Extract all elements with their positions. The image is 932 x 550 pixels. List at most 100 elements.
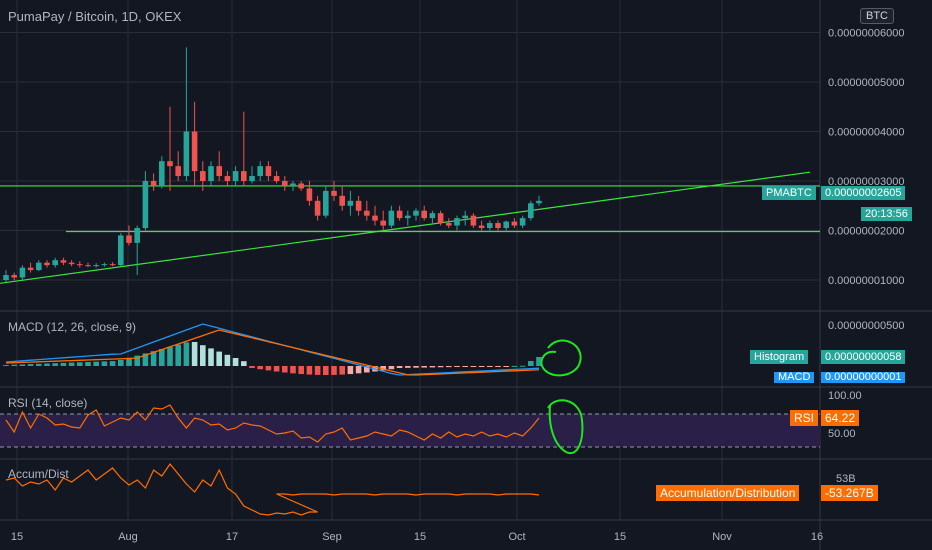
macd-histogram-bar bbox=[241, 361, 247, 366]
price-axis-label: 0.00000002000 bbox=[828, 226, 904, 238]
time-axis-label: 17 bbox=[226, 531, 238, 543]
macd-histogram-bar bbox=[380, 366, 386, 371]
candle-body bbox=[19, 267, 26, 278]
macd-histogram-bar bbox=[355, 366, 362, 374]
macd-histogram-bar bbox=[413, 366, 419, 368]
annotation-circle-rsi bbox=[547, 399, 584, 455]
candle-body bbox=[109, 264, 116, 266]
candle-body bbox=[208, 166, 214, 181]
macd-histogram-bar bbox=[331, 366, 337, 375]
candle-body bbox=[372, 215, 378, 221]
macd-histogram-bar bbox=[470, 366, 477, 367]
rsi-axis-mid: 50.00 bbox=[828, 428, 856, 440]
candle-body bbox=[282, 181, 288, 186]
macd-histogram-bar bbox=[257, 366, 263, 370]
candle-body bbox=[347, 200, 354, 206]
time-axis-label: 15 bbox=[11, 531, 23, 543]
time-axis-label: 15 bbox=[614, 531, 626, 543]
candle-body bbox=[273, 176, 280, 181]
candle-body bbox=[413, 210, 419, 216]
macd-histogram-bar bbox=[191, 342, 198, 366]
macd-histogram-bar bbox=[167, 346, 173, 366]
macd-histogram-bar bbox=[519, 365, 526, 367]
candle-body bbox=[495, 223, 501, 229]
macd-histogram-bar bbox=[405, 366, 411, 368]
macd-line-tag: MACD bbox=[774, 372, 815, 383]
candle-body bbox=[503, 221, 509, 229]
macd-histogram-bar bbox=[159, 349, 165, 366]
macd-histogram-bar bbox=[536, 357, 542, 366]
ad-axis-label: 53B bbox=[836, 473, 856, 485]
macd-histogram-bar bbox=[52, 363, 58, 366]
countdown-tag: 20:13:56 bbox=[861, 207, 912, 221]
candle-body bbox=[224, 176, 231, 181]
macd-histogram-bar bbox=[290, 366, 296, 374]
candle-body bbox=[528, 203, 534, 219]
ad-tag: Accumulation/Distribution bbox=[656, 485, 800, 501]
candle-body bbox=[380, 220, 386, 226]
macd-histogram-bar bbox=[282, 366, 288, 373]
candle-body bbox=[183, 131, 190, 177]
macd-histogram-value: 0.00000000058 bbox=[821, 350, 906, 364]
macd-histogram-bar bbox=[446, 366, 452, 368]
candle-body bbox=[60, 260, 67, 263]
macd-histogram-bar bbox=[77, 362, 83, 366]
candle-body bbox=[167, 161, 173, 167]
macd-histogram-bar bbox=[118, 360, 124, 366]
candle-body bbox=[159, 161, 165, 186]
macd-title: MACD (12, 26, close, 9) bbox=[8, 320, 137, 334]
candle-body bbox=[487, 223, 493, 229]
rsi-tag: RSI bbox=[790, 410, 819, 426]
price-axis-label: 0.00000006000 bbox=[828, 28, 904, 40]
macd-histogram-bar bbox=[298, 366, 304, 375]
rsi-title: RSI (14, close) bbox=[8, 396, 88, 410]
candle-body bbox=[3, 275, 9, 280]
macd-histogram-bar bbox=[19, 364, 26, 366]
macd-histogram-bar bbox=[306, 366, 313, 375]
macd-histogram-bar bbox=[36, 363, 42, 366]
candle-body bbox=[339, 195, 345, 206]
time-axis-label: Nov bbox=[712, 531, 732, 543]
candle-body bbox=[298, 183, 304, 189]
candle-body bbox=[257, 166, 263, 177]
candle-body bbox=[388, 210, 395, 226]
macd-histogram-bar bbox=[495, 366, 501, 367]
candle-body bbox=[191, 131, 198, 172]
macd-histogram-bar bbox=[142, 353, 149, 366]
time-axis-label: Sep bbox=[322, 531, 342, 543]
candle-body bbox=[314, 200, 321, 216]
macd-histogram-bar bbox=[503, 366, 509, 367]
symbol-price-tag: PMABTC bbox=[762, 186, 816, 200]
candle-body bbox=[323, 190, 329, 216]
currency-badge[interactable]: BTC bbox=[860, 8, 894, 24]
candle-body bbox=[454, 218, 460, 226]
candle-body bbox=[331, 190, 337, 196]
candle-body bbox=[232, 171, 239, 181]
macd-histogram-bar bbox=[511, 365, 518, 367]
candle-body bbox=[44, 262, 50, 266]
macd-axis-label: 0.00000000500 bbox=[828, 320, 904, 332]
macd-histogram-bar bbox=[134, 355, 140, 366]
macd-histogram-bar bbox=[462, 366, 468, 367]
candle-body bbox=[216, 166, 222, 177]
annotation-circle-macd bbox=[540, 339, 582, 377]
macd-histogram-bar bbox=[208, 348, 214, 366]
candle-body bbox=[519, 218, 526, 226]
ad-line bbox=[5, 463, 540, 516]
macd-histogram-bar bbox=[388, 366, 395, 370]
symbol-title: PumaPay / Bitcoin, 1D, OKEX bbox=[8, 9, 182, 24]
candle-body bbox=[511, 221, 518, 226]
candle-body bbox=[142, 181, 149, 229]
macd-histogram-bar bbox=[528, 361, 534, 366]
trendline bbox=[0, 171, 811, 284]
macd-histogram-bar bbox=[93, 361, 99, 366]
macd-histogram-bar bbox=[27, 364, 34, 366]
macd-histogram-bar bbox=[437, 366, 444, 368]
macd-histogram-bar bbox=[200, 345, 206, 366]
macd-histogram-bar bbox=[273, 366, 280, 372]
price-axis-label: 0.00000001000 bbox=[828, 275, 904, 287]
macd-histogram-bar bbox=[314, 366, 321, 375]
candle-body bbox=[421, 210, 427, 219]
